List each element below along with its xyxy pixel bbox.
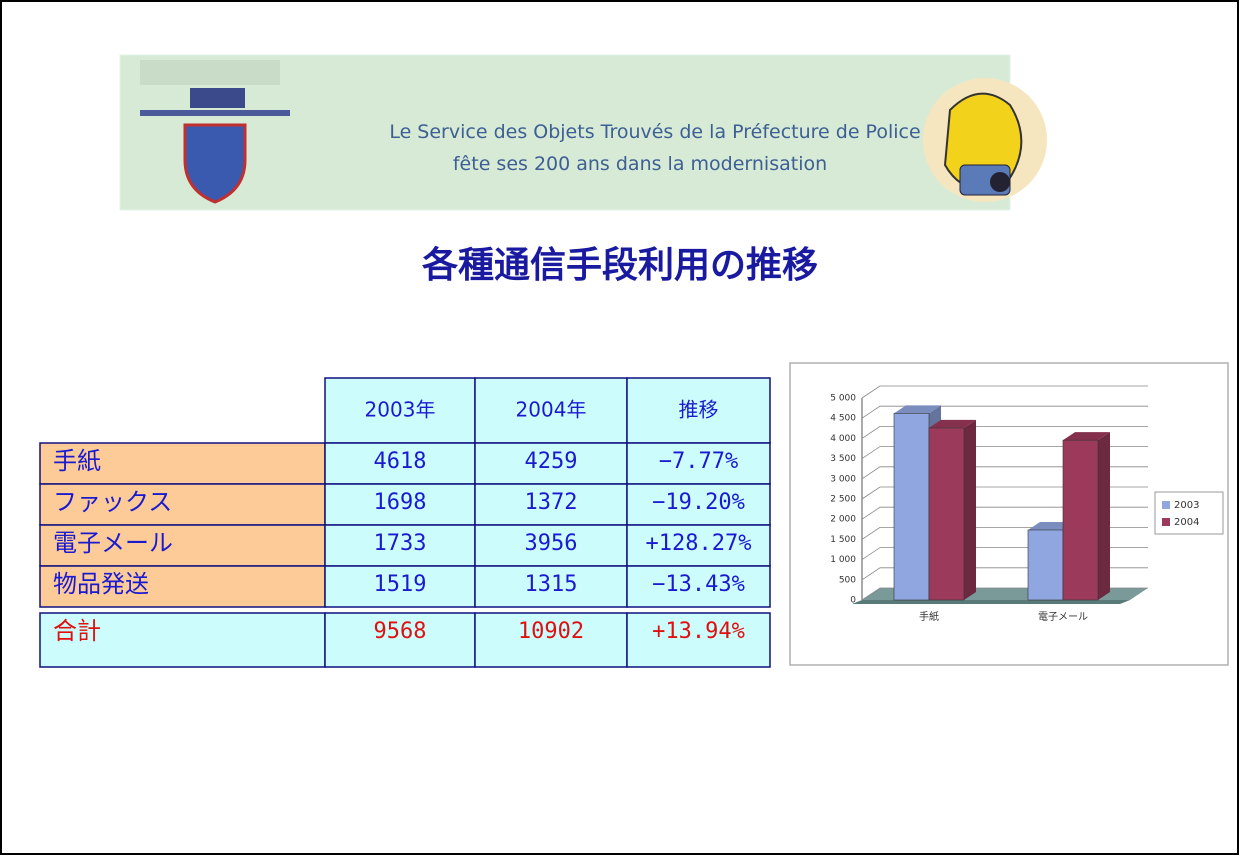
table-value: 1315 <box>525 572 578 597</box>
y-tick-label: 1 500 <box>830 535 856 545</box>
table-value: 4259 <box>525 449 578 474</box>
grid-line <box>861 486 1148 500</box>
bar <box>928 427 965 601</box>
logo-pp <box>190 88 245 108</box>
y-tick-label: 1 000 <box>830 555 856 565</box>
banner-line-1: Le Service des Objets Trouvés de la Préf… <box>389 121 920 143</box>
chart: 0 500 1 000 1 500 2 000 2 500 3 000 3 500 4 000 4… <box>789 362 1229 666</box>
y-tick-label: 0 <box>850 596 856 606</box>
logo-bar <box>140 110 290 116</box>
row-label: 物品発送 <box>53 570 149 598</box>
table-value: −7.77% <box>659 449 738 474</box>
table-value: 4618 <box>374 449 427 474</box>
grid-line <box>861 405 1148 419</box>
grid-line <box>861 506 1148 520</box>
y-tick-label: 500 <box>839 575 856 585</box>
table-value: +13.94% <box>652 619 745 644</box>
table-value: 10902 <box>518 619 584 644</box>
table-cell <box>324 565 476 608</box>
y-tick-label: 2 500 <box>830 495 856 505</box>
table-cell <box>324 377 476 444</box>
grid-line <box>861 425 1148 439</box>
bag-illustration <box>923 78 1047 202</box>
table-cell <box>626 612 771 668</box>
bar-top <box>894 405 941 414</box>
y-tick-label: 3 000 <box>830 474 856 484</box>
table-header: 2003年 <box>365 398 436 422</box>
logo-caption <box>140 60 280 85</box>
logo-shield <box>183 123 247 204</box>
table-value: 9568 <box>374 619 427 644</box>
grid-line <box>861 385 1148 399</box>
bar-side <box>1098 432 1110 600</box>
table-cell <box>39 612 326 668</box>
table-header: 推移 <box>679 398 719 422</box>
table-header: 2004年 <box>516 398 587 422</box>
slide-title: 各種通信手段利用の推移 <box>422 245 818 286</box>
bar-top <box>929 419 976 428</box>
y-tick-label: 4 000 <box>830 434 856 444</box>
row-label: 合計 <box>53 617 101 645</box>
table-cell <box>324 612 476 668</box>
table-cell <box>39 483 326 526</box>
bar-top <box>1063 432 1110 441</box>
row-label: 手紙 <box>53 447 101 475</box>
table-value: 1698 <box>374 490 427 515</box>
table-cell <box>626 483 771 526</box>
x-tick-label: 電子メール <box>1038 611 1088 623</box>
table-value: 1372 <box>525 490 578 515</box>
bar <box>1027 529 1064 601</box>
row-label: ファックス <box>53 488 172 516</box>
table-cell <box>39 442 326 485</box>
table-value: +128.27% <box>646 531 752 556</box>
grid-line <box>861 466 1148 480</box>
table-cell <box>474 442 628 485</box>
legend-swatch <box>1162 518 1170 526</box>
table-value: 1733 <box>374 531 427 556</box>
table-value: 1519 <box>374 572 427 597</box>
legend-box <box>1154 491 1224 535</box>
table-cell <box>324 483 476 526</box>
table-cell <box>474 483 628 526</box>
legend-label: 2003 <box>1174 500 1199 511</box>
table-cell <box>626 524 771 567</box>
y-tick-label: 2 000 <box>830 515 856 525</box>
table-value: −19.20% <box>652 490 745 515</box>
bar <box>893 413 930 601</box>
table-value: 3956 <box>525 531 578 556</box>
x-tick-label: 手紙 <box>919 610 939 623</box>
table-cell <box>474 565 628 608</box>
camera-lens <box>990 172 1010 192</box>
table-cell <box>39 565 326 608</box>
legend-swatch <box>1162 501 1170 509</box>
y-tick-label: 5 000 <box>830 394 856 404</box>
table-cell <box>474 377 628 444</box>
table-cell <box>324 524 476 567</box>
y-tick-label: 3 500 <box>830 454 856 464</box>
grid-line <box>861 446 1148 459</box>
table-cell <box>626 377 771 444</box>
legend-label: 2004 <box>1174 517 1199 528</box>
table-value: −13.43% <box>652 572 745 597</box>
row-label: 電子メール <box>53 529 173 557</box>
banner-line-2: fête ses 200 ans dans la modernisation <box>453 153 827 175</box>
table-cell <box>474 612 628 668</box>
bar-side <box>964 419 976 600</box>
chart-floor-front <box>852 600 1130 604</box>
logo <box>140 60 290 204</box>
bar <box>1062 439 1099 601</box>
table-cell <box>324 442 476 485</box>
table-cell <box>626 565 771 608</box>
y-tick-label: 4 500 <box>830 414 856 424</box>
table-cell <box>626 442 771 485</box>
